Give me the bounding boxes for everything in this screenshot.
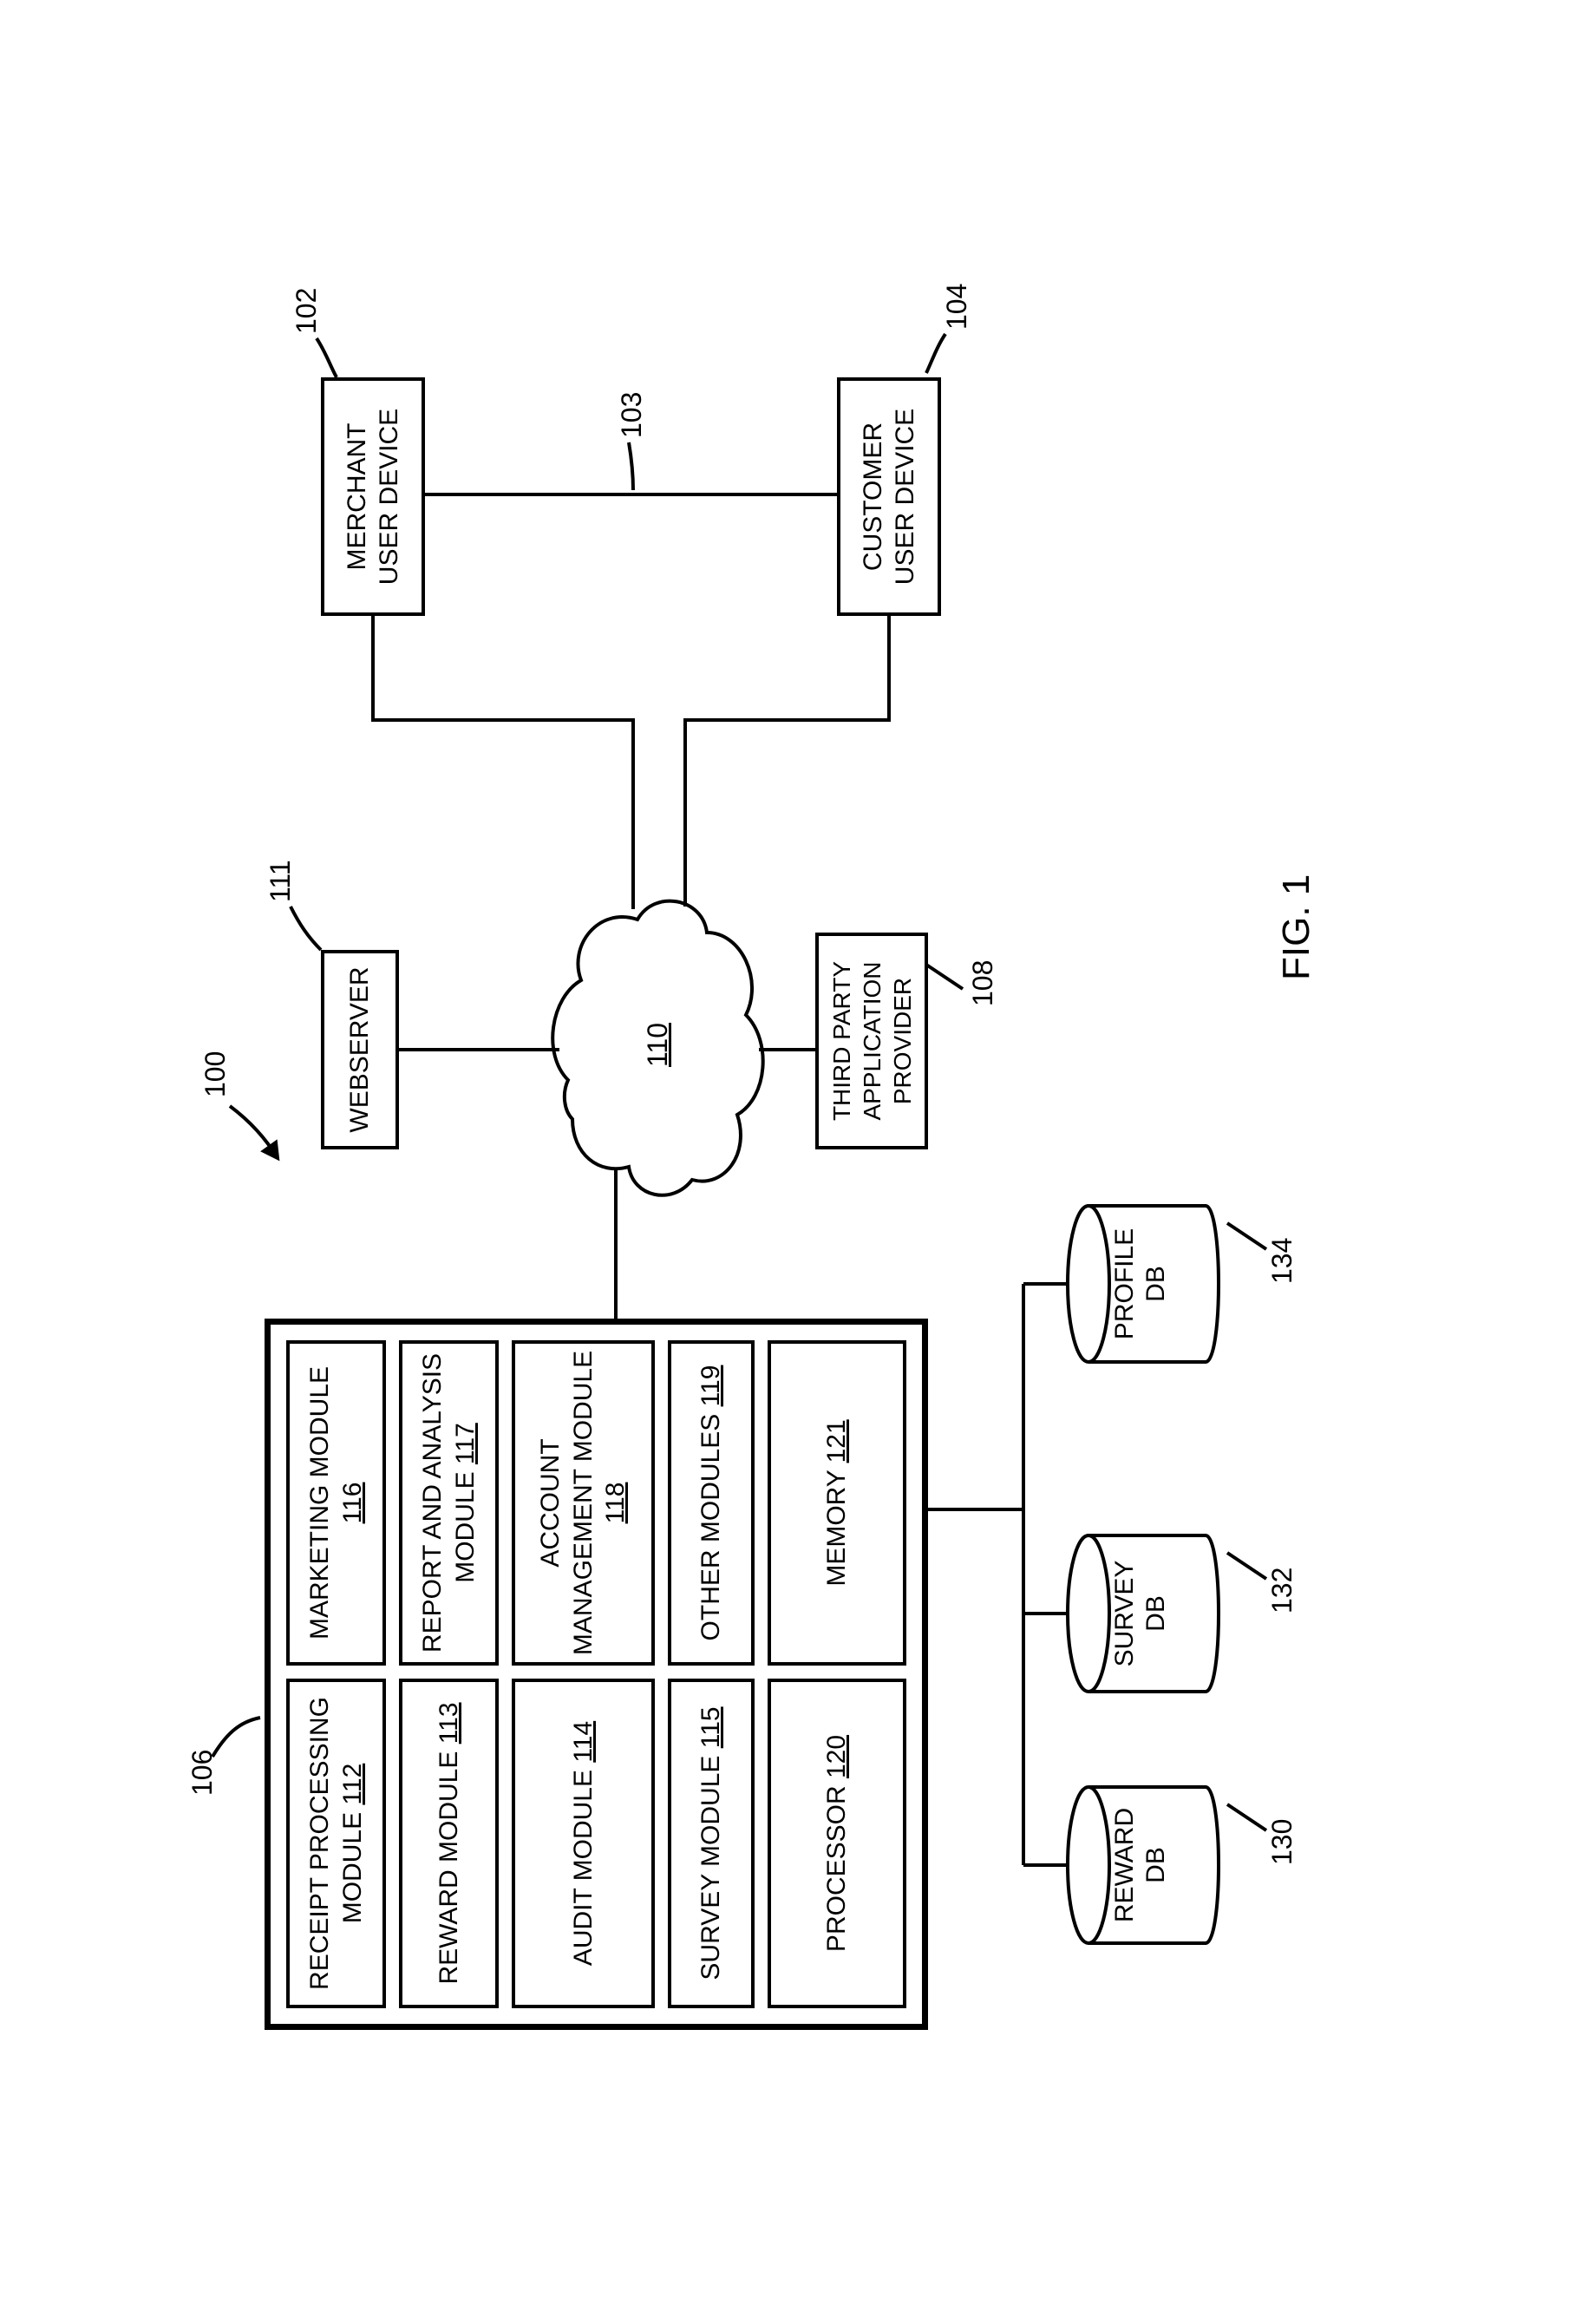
module-processor: PROCESSOR 120 [768, 1679, 906, 2008]
db-reward: REWARDDB [1062, 1778, 1232, 1952]
ref-100: 100 [199, 1051, 232, 1097]
diagram-stage: RECEIPT PROCESSING MODULE 112 REWARD MOD… [147, 208, 1448, 2117]
ref-103: 103 [616, 391, 648, 437]
module-account: ACCOUNT MANAGEMENT MODULE 118 [512, 1340, 655, 1666]
merchant-box: MERCHANT USER DEVICE [321, 377, 425, 616]
module-reward: REWARD MODULE 113 [399, 1679, 499, 2008]
ref-132: 132 [1266, 1567, 1298, 1613]
ref-102: 102 [291, 287, 323, 333]
module-survey: SURVEY MODULE 115 [668, 1679, 755, 2008]
figure-label: FIG. 1 [1275, 874, 1318, 979]
module-marketing: MARKETING MODULE 116 [286, 1340, 386, 1666]
webserver-box: WEBSERVER [321, 950, 399, 1149]
db-survey: SURVEYDB [1062, 1527, 1232, 1700]
ref-130: 130 [1266, 1818, 1298, 1864]
module-other: OTHER MODULES 119 [668, 1340, 755, 1666]
ref-111: 111 [265, 860, 297, 902]
module-report: REPORT AND ANALYSIS MODULE 117 [399, 1340, 499, 1666]
ref-134: 134 [1266, 1237, 1298, 1283]
module-audit: AUDIT MODULE 114 [512, 1679, 655, 2008]
third-party-box: THIRD PARTY APPLICATION PROVIDER [815, 933, 928, 1149]
module-receipt-processing: RECEIPT PROCESSING MODULE 112 [286, 1679, 386, 2008]
cloud-ref: 110 [642, 1022, 674, 1066]
ref-108: 108 [967, 959, 999, 1005]
ref-106: 106 [186, 1749, 219, 1795]
module-memory: MEMORY 121 [768, 1340, 906, 1666]
db-profile: PROFILEDB [1062, 1197, 1232, 1371]
ref-104: 104 [941, 283, 973, 329]
customer-box: CUSTOMER USER DEVICE [837, 377, 941, 616]
